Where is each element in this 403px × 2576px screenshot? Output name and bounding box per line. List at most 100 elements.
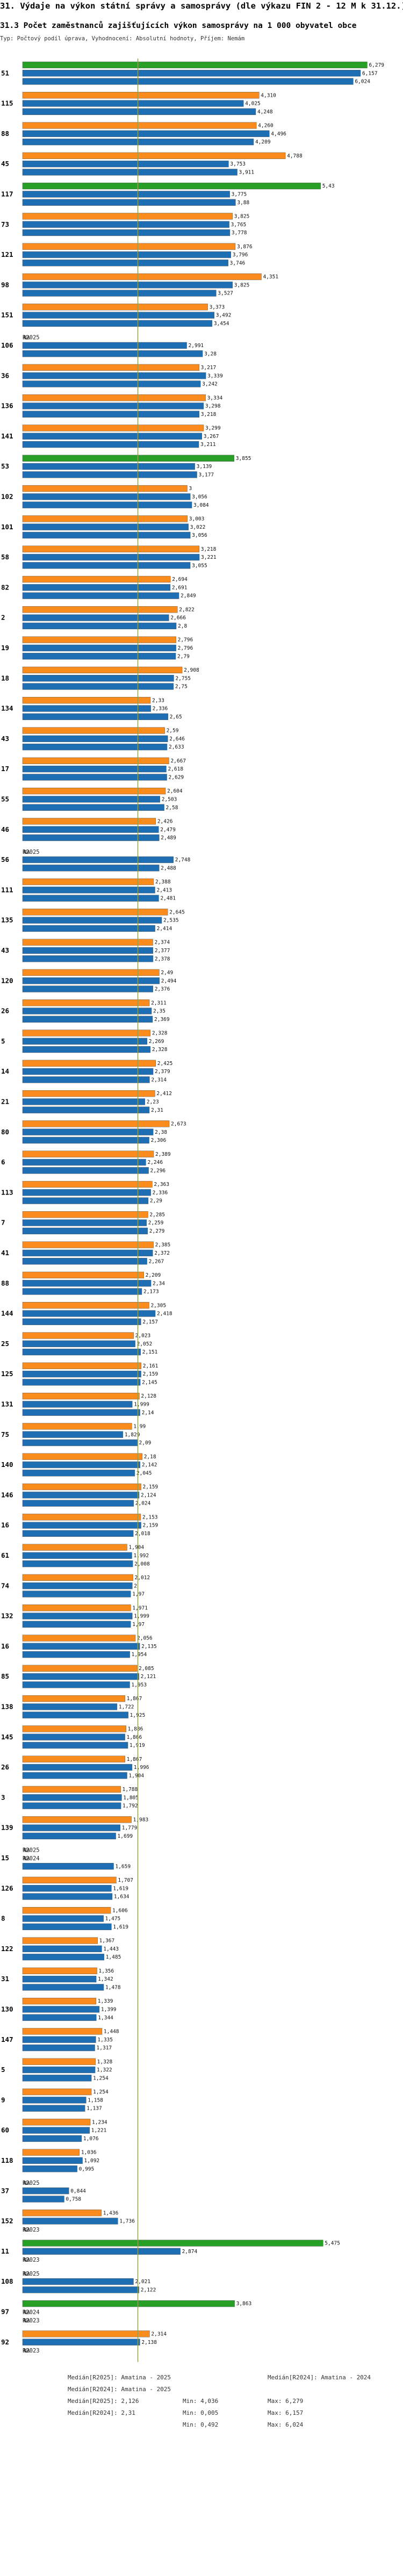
bar — [22, 796, 160, 803]
value-label: 2 — [134, 1583, 137, 1589]
value-label: 2,412 — [156, 1091, 172, 1097]
value-label: 2,822 — [179, 607, 195, 613]
value-label: 1,254 — [93, 2089, 109, 2095]
group-label: 108 — [1, 2277, 13, 2285]
group-label: 139 — [1, 1824, 13, 1832]
value-label: 2,052 — [137, 1341, 153, 1347]
bar — [22, 471, 197, 478]
value-label: 3,454 — [214, 321, 229, 327]
value-label: 3,022 — [190, 524, 206, 530]
bar — [22, 2210, 102, 2217]
value-label: 2,29 — [150, 1198, 162, 1204]
bar — [22, 1370, 141, 1378]
bar — [22, 1318, 141, 1325]
group-label: 25 — [1, 1340, 9, 1348]
value-label: 1,867 — [127, 1757, 142, 1762]
bar — [22, 1068, 154, 1075]
bar — [22, 1258, 147, 1265]
legend-entry: Max: 6,157 — [268, 2409, 303, 2416]
value-label: 2,59 — [167, 728, 179, 734]
value-label: 2,269 — [149, 1039, 164, 1045]
value-label: 2,414 — [157, 926, 172, 932]
series-label: R2024 — [23, 2309, 40, 2316]
bar — [22, 493, 191, 500]
group-label: 136 — [1, 402, 13, 410]
value-label: 4,310 — [261, 92, 276, 98]
value-label: 1,983 — [133, 1817, 149, 1823]
bar — [22, 1401, 133, 1408]
bar — [22, 2119, 91, 2126]
bar — [22, 1635, 136, 1642]
value-label: 2,418 — [157, 1311, 172, 1317]
bar — [22, 1016, 153, 1023]
group-label: 74 — [1, 1581, 9, 1589]
value-label: 2,173 — [143, 1289, 159, 1295]
bar — [22, 424, 204, 431]
value-label: 1,322 — [97, 2067, 112, 2073]
group-label: 135 — [1, 916, 13, 924]
group-label: 53 — [1, 462, 9, 470]
bar — [22, 282, 233, 289]
value-label: 4,025 — [245, 101, 261, 107]
value-label: 1,036 — [81, 2150, 97, 2156]
value-label: 2,151 — [142, 1349, 158, 1355]
bar — [22, 1106, 150, 1113]
value-label: 2,246 — [147, 1160, 163, 1165]
bar — [22, 1128, 154, 1135]
group-label: 121 — [1, 250, 13, 258]
group-label: 120 — [1, 976, 13, 984]
value-label: 1,478 — [105, 1985, 121, 1991]
value-label: 2,494 — [161, 978, 177, 984]
value-label: NA — [24, 335, 30, 341]
bar — [22, 1271, 144, 1279]
value-label: 4,260 — [258, 123, 274, 129]
bar — [22, 1340, 135, 1347]
value-label: 2,479 — [160, 827, 176, 833]
bar — [22, 1189, 151, 1196]
bar — [22, 1893, 113, 1900]
group-label: 88 — [1, 1279, 9, 1287]
value-label: 3,863 — [236, 2301, 252, 2307]
value-label: 6,024 — [355, 79, 370, 85]
group-label: 113 — [1, 1188, 13, 1196]
bar — [22, 1046, 151, 1053]
bar — [22, 1409, 140, 1416]
value-label: 2,021 — [135, 2279, 150, 2285]
bar — [22, 757, 169, 764]
value-label: 2,18 — [144, 1454, 156, 1460]
bar — [22, 826, 159, 833]
value-label: 6,279 — [369, 62, 384, 68]
value-label: 1,448 — [104, 2029, 119, 2035]
legend-entry: Medián[R2024]: 2,31 — [68, 2409, 135, 2416]
value-label: 1,367 — [99, 1938, 115, 1944]
series-label: R2023 — [23, 2348, 40, 2354]
group-label: 19 — [1, 644, 9, 652]
group-label: 14 — [1, 1067, 9, 1075]
value-label: 3 — [189, 486, 192, 492]
value-label: 2,023 — [135, 1333, 151, 1339]
series-label: R2023 — [23, 2227, 40, 2233]
bar — [22, 1755, 125, 1762]
bar — [22, 160, 229, 168]
value-label: 2,49 — [161, 970, 173, 976]
value-label: 2,618 — [168, 766, 183, 772]
value-label: 2,489 — [161, 835, 176, 841]
bar — [22, 100, 244, 107]
bar — [22, 2300, 235, 2307]
group-label: 18 — [1, 674, 9, 682]
value-label: NA — [24, 2318, 30, 2324]
value-label: 1,619 — [113, 1886, 128, 1891]
bar — [22, 1076, 150, 1083]
bar — [22, 1439, 138, 1447]
value-label: 3,492 — [216, 313, 232, 319]
group-label: 130 — [1, 2005, 13, 2013]
bar — [22, 1470, 135, 1477]
value-label: 2,58 — [166, 805, 178, 811]
value-label: 3,242 — [202, 382, 218, 387]
value-label: 2,38 — [155, 1129, 167, 1135]
bar — [22, 380, 201, 387]
bar — [22, 1786, 121, 1793]
bar — [22, 433, 202, 440]
group-label: 9 — [1, 2096, 5, 2104]
legend-entry: Max: 6,024 — [268, 2421, 304, 2428]
